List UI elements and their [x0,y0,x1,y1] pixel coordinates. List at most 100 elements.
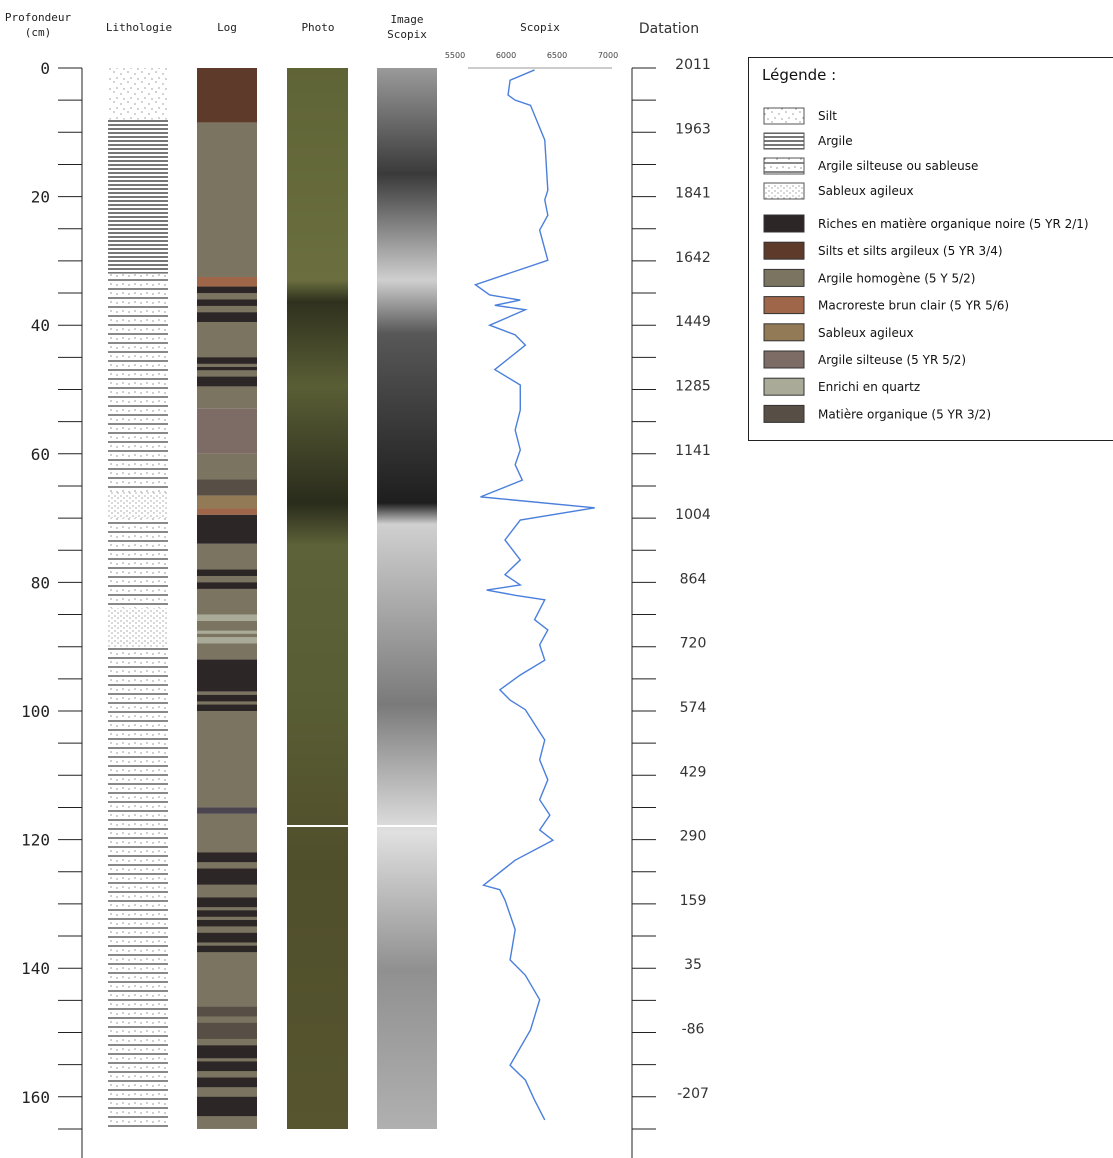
log-layer [197,357,257,363]
legend-label: Argile [818,134,853,148]
legend-label: Argile homogène (5 Y 5/2) [818,271,975,285]
log-layer [197,660,257,692]
lithology-layer [108,518,168,608]
legend-label: Argile silteuse (5 YR 5/2) [818,353,966,367]
legend-label: Sableux agileux [818,326,914,340]
log-layer [197,910,257,916]
log-layer [197,615,257,621]
log-layer [197,312,257,322]
log-layer [197,1061,257,1071]
datation-label: 429 [680,764,707,780]
legend-label: Silt [818,109,837,123]
lithology-layer [108,119,168,273]
lithology-layer [108,608,168,647]
scopix-line [475,70,594,1120]
datation-label: 159 [680,893,707,909]
legend-title: Légende : [762,66,836,84]
header: Photo [301,21,334,34]
log-layer [197,299,257,305]
legend-swatch [764,215,804,232]
datation-label: 1141 [675,443,711,459]
legend-swatch [764,405,804,422]
log-layer [197,377,257,387]
datation-label: 1642 [675,250,711,266]
log-layer [197,480,257,496]
log-layer [197,807,257,813]
header: Scopix [387,28,427,41]
core-log-figure: Profondeur (cm) Lithologie Log Photo Ima… [0,0,1113,1158]
log-layer [197,582,257,588]
log-layer [197,454,257,480]
legend-label: Matière organique (5 YR 3/2) [818,407,991,421]
lithology-layer [108,68,168,119]
header: Log [217,21,237,34]
depth-label: 20 [31,188,50,207]
log-layer [197,852,257,862]
log-layer [197,920,257,926]
depth-label: 80 [31,573,50,592]
depth-label: 120 [21,831,50,850]
log-layer [197,1045,257,1058]
scopix-tick-label: 5500 [445,51,465,60]
log-layer [197,946,257,952]
scopix-image [377,68,437,1129]
log-layer [197,1078,257,1088]
legend-swatch [764,183,804,199]
datation-label: 290 [680,829,707,845]
log-layer [197,496,257,509]
log-layer [197,1097,257,1116]
log-layer [197,570,257,576]
log-layer [197,695,257,701]
log-layer [197,68,257,123]
header: Profondeur [5,11,72,24]
log-layer [197,123,257,277]
log-layer [197,1007,257,1017]
header: (cm) [25,26,52,39]
log-layer [197,705,257,711]
legend-label: Enrichi en quartz [818,380,920,394]
legend-swatch [764,108,804,124]
depth-label: 60 [31,445,50,464]
log-layer [197,544,257,615]
legend-swatch [764,324,804,341]
log-layer [197,287,257,293]
depth-label: 40 [31,316,50,335]
core-photo [287,68,348,1129]
scopix-tick-label: 6500 [547,51,567,60]
log-layer [197,409,257,454]
legend-label: Silts et silts argileux (5 YR 3/4) [818,244,1003,258]
log-layer [197,637,257,643]
log-layer [197,508,257,514]
log-layer [197,1023,257,1039]
datation-label: 35 [684,957,702,973]
legend-label: Sableux agileux [818,184,914,198]
depth-label: 160 [21,1088,50,1107]
log-layer [197,897,257,907]
datation-label: 864 [680,571,707,587]
legend-swatch [764,158,804,174]
datation-label: 1963 [675,121,711,137]
lithology-layer [108,492,168,518]
datation-label: 1004 [675,507,711,523]
log-layer [197,322,257,409]
datation-label: 720 [680,636,707,652]
lithology-layer [108,274,168,493]
log-layer [197,933,257,943]
datation-label: 1449 [675,314,711,330]
depth-label: 140 [21,959,50,978]
datation-label: 1841 [675,186,711,202]
log-layer [197,277,257,287]
header: Scopix [520,21,560,34]
legend-label: Riches en matière organique noire (5 YR … [818,217,1089,231]
legend-swatch [764,351,804,368]
log-layer [197,367,257,370]
header: Image [390,13,423,26]
datation-label: 574 [680,700,707,716]
log-layer [197,515,257,544]
header: Datation [639,21,699,37]
lithology-layer [108,647,168,1129]
legend-swatch [764,269,804,286]
depth-label: 100 [21,702,50,721]
legend-label: Macroreste brun clair (5 YR 5/6) [818,299,1009,313]
legend-swatch [764,133,804,149]
